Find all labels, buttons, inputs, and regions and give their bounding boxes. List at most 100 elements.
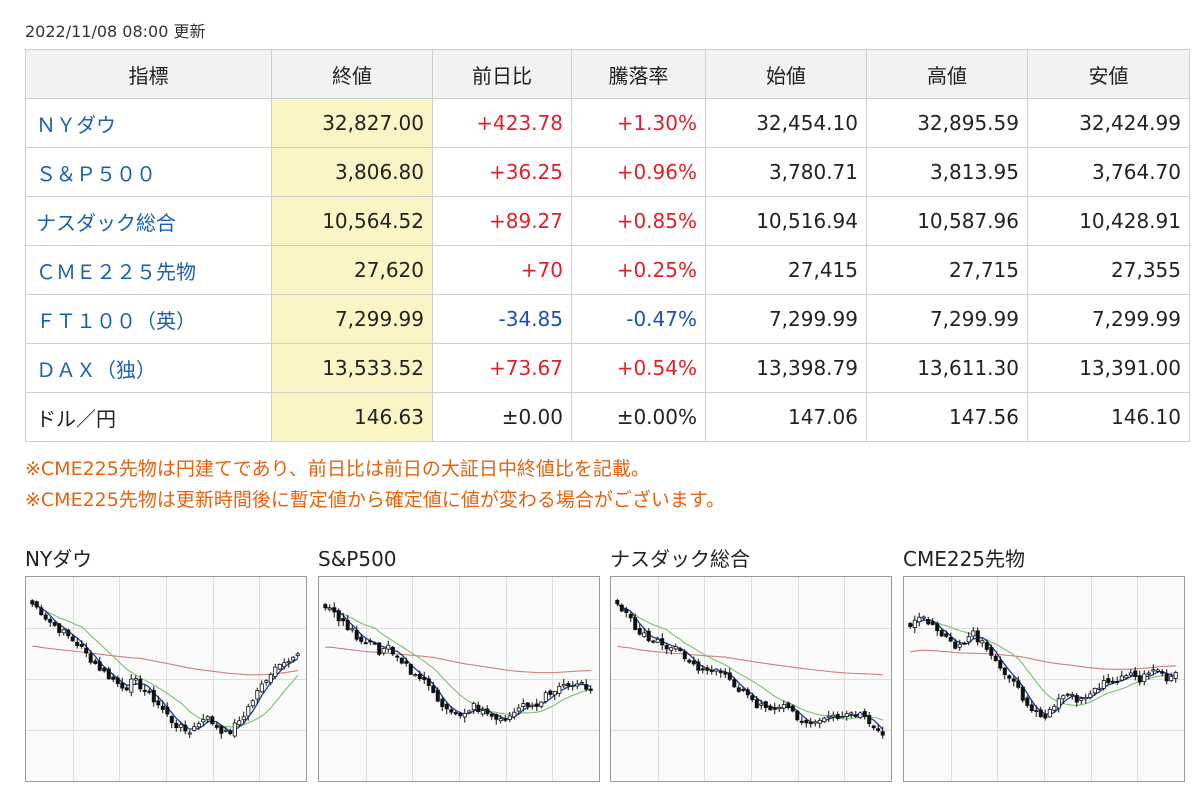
- candle-up: [840, 716, 845, 719]
- index-link[interactable]: ＦＴ１００（英）: [36, 308, 196, 333]
- open-value-cell: 32,454.10: [705, 98, 867, 148]
- low-value-cell: 32,424.99: [1027, 98, 1190, 148]
- candle-down: [449, 709, 454, 713]
- candle-down: [926, 619, 931, 625]
- candlestick-chart: [26, 577, 306, 781]
- candle-down: [39, 607, 44, 616]
- candle-up: [921, 616, 926, 619]
- candle-up: [386, 644, 391, 650]
- index-name-cell[interactable]: ＣＭＥ２２５先物: [25, 245, 272, 295]
- candle-down: [214, 725, 219, 728]
- chart-nasdaq[interactable]: ナスダック総合: [610, 546, 892, 782]
- chart-cme225[interactable]: CME225先物: [903, 546, 1185, 782]
- candle-down: [66, 629, 71, 637]
- candle-down: [431, 685, 436, 693]
- index-link[interactable]: ＣＭＥ２２５先物: [36, 259, 196, 284]
- candle-up: [669, 647, 674, 651]
- candle-down: [1110, 680, 1115, 683]
- candle-down: [377, 642, 382, 655]
- high-value-cell: 32,895.59: [866, 98, 1028, 148]
- chart-area[interactable]: [25, 576, 307, 782]
- change-value-cell: +36.25: [432, 147, 572, 197]
- candle-down: [790, 705, 795, 712]
- candle-down: [156, 700, 161, 706]
- high-value-cell: 27,715: [866, 245, 1028, 295]
- rate-value-cell: -0.47%: [571, 294, 706, 344]
- close-value-cell: 3,806.80: [271, 147, 433, 197]
- candle-down: [1007, 675, 1012, 679]
- index-link[interactable]: Ｓ＆Ｐ５００: [36, 161, 156, 186]
- candle-down: [440, 698, 445, 707]
- index-name-cell[interactable]: ＦＴ１００（英）: [25, 294, 272, 344]
- candle-up: [858, 712, 863, 718]
- index-name-cell[interactable]: Ｓ＆Ｐ５００: [25, 147, 272, 197]
- candle-down: [944, 633, 949, 637]
- candle-down: [1115, 680, 1120, 683]
- moving-average-long: [325, 646, 591, 674]
- candle-down: [862, 711, 867, 717]
- chart-area[interactable]: [318, 576, 600, 782]
- chart-area[interactable]: [610, 576, 892, 782]
- candle-down: [588, 688, 593, 691]
- candle-down: [363, 642, 368, 645]
- candle-down: [741, 688, 746, 691]
- moving-average-long: [32, 645, 298, 676]
- candle-down: [84, 647, 89, 654]
- chart-title: S&P500: [318, 547, 397, 571]
- candle-down: [628, 613, 633, 619]
- index-name-cell[interactable]: ナスダック総合: [25, 196, 272, 246]
- candle-up: [192, 726, 197, 731]
- candle-down: [584, 684, 589, 690]
- candle-down: [1020, 686, 1025, 701]
- index-link[interactable]: ナスダック総合: [36, 210, 176, 235]
- close-value-cell: 10,564.52: [271, 196, 433, 246]
- candle-down: [732, 679, 737, 688]
- candle-up: [295, 653, 300, 657]
- table-row: ドル／円 146.63 ±0.00 ±0.00% 147.06 147.56 146.10: [25, 392, 1190, 442]
- index-link[interactable]: ＮＹダウ: [36, 112, 116, 137]
- candle-down: [624, 608, 629, 613]
- candle-up: [381, 648, 386, 654]
- candle-down: [417, 673, 422, 680]
- index-link[interactable]: ＤＡＸ（独）: [36, 357, 156, 382]
- change-value-cell: +423.78: [432, 98, 572, 148]
- index-name-cell[interactable]: ＤＡＸ（独）: [25, 343, 272, 393]
- candle-down: [646, 630, 651, 642]
- moving-average-long: [910, 649, 1176, 670]
- candle-down: [160, 705, 165, 710]
- header-high: 高値: [866, 49, 1028, 99]
- candle-up: [1097, 687, 1102, 690]
- candle-down: [637, 628, 642, 635]
- chart-area[interactable]: [903, 576, 1185, 782]
- low-value-cell: 10,428.91: [1027, 196, 1190, 246]
- candle-down: [799, 720, 804, 723]
- index-name-cell[interactable]: ＮＹダウ: [25, 98, 272, 148]
- candle-down: [489, 713, 494, 717]
- candle-down: [97, 661, 102, 671]
- candle-down: [359, 636, 364, 642]
- candle-up: [196, 723, 201, 728]
- note-line: ※CME225先物は更新時間後に暫定値から確定値に値が変わる場合がございます。: [25, 489, 725, 511]
- rate-value-cell: +0.85%: [571, 196, 706, 246]
- candle-up: [264, 680, 269, 683]
- candle-down: [1074, 695, 1079, 703]
- candle-down: [633, 617, 638, 630]
- candle-up: [817, 719, 822, 724]
- moving-average-mid: [32, 603, 299, 728]
- candle-down: [1106, 678, 1111, 684]
- chart-nydow[interactable]: NYダウ: [25, 546, 307, 782]
- chart-sp500[interactable]: S&P500: [318, 546, 600, 782]
- candle-up: [277, 664, 282, 670]
- change-value-cell: +89.27: [432, 196, 572, 246]
- candle-down: [1029, 704, 1034, 712]
- header-change: 前日比: [432, 49, 572, 99]
- high-value-cell: 7,299.99: [866, 294, 1028, 344]
- candle-up: [844, 713, 849, 717]
- candle-up: [831, 714, 836, 718]
- candle-down: [120, 682, 125, 689]
- candle-up: [1061, 695, 1066, 700]
- candle-up: [1173, 672, 1178, 680]
- candle-down: [700, 668, 705, 671]
- candle-up: [714, 668, 719, 672]
- moving-average-short: [909, 618, 1176, 715]
